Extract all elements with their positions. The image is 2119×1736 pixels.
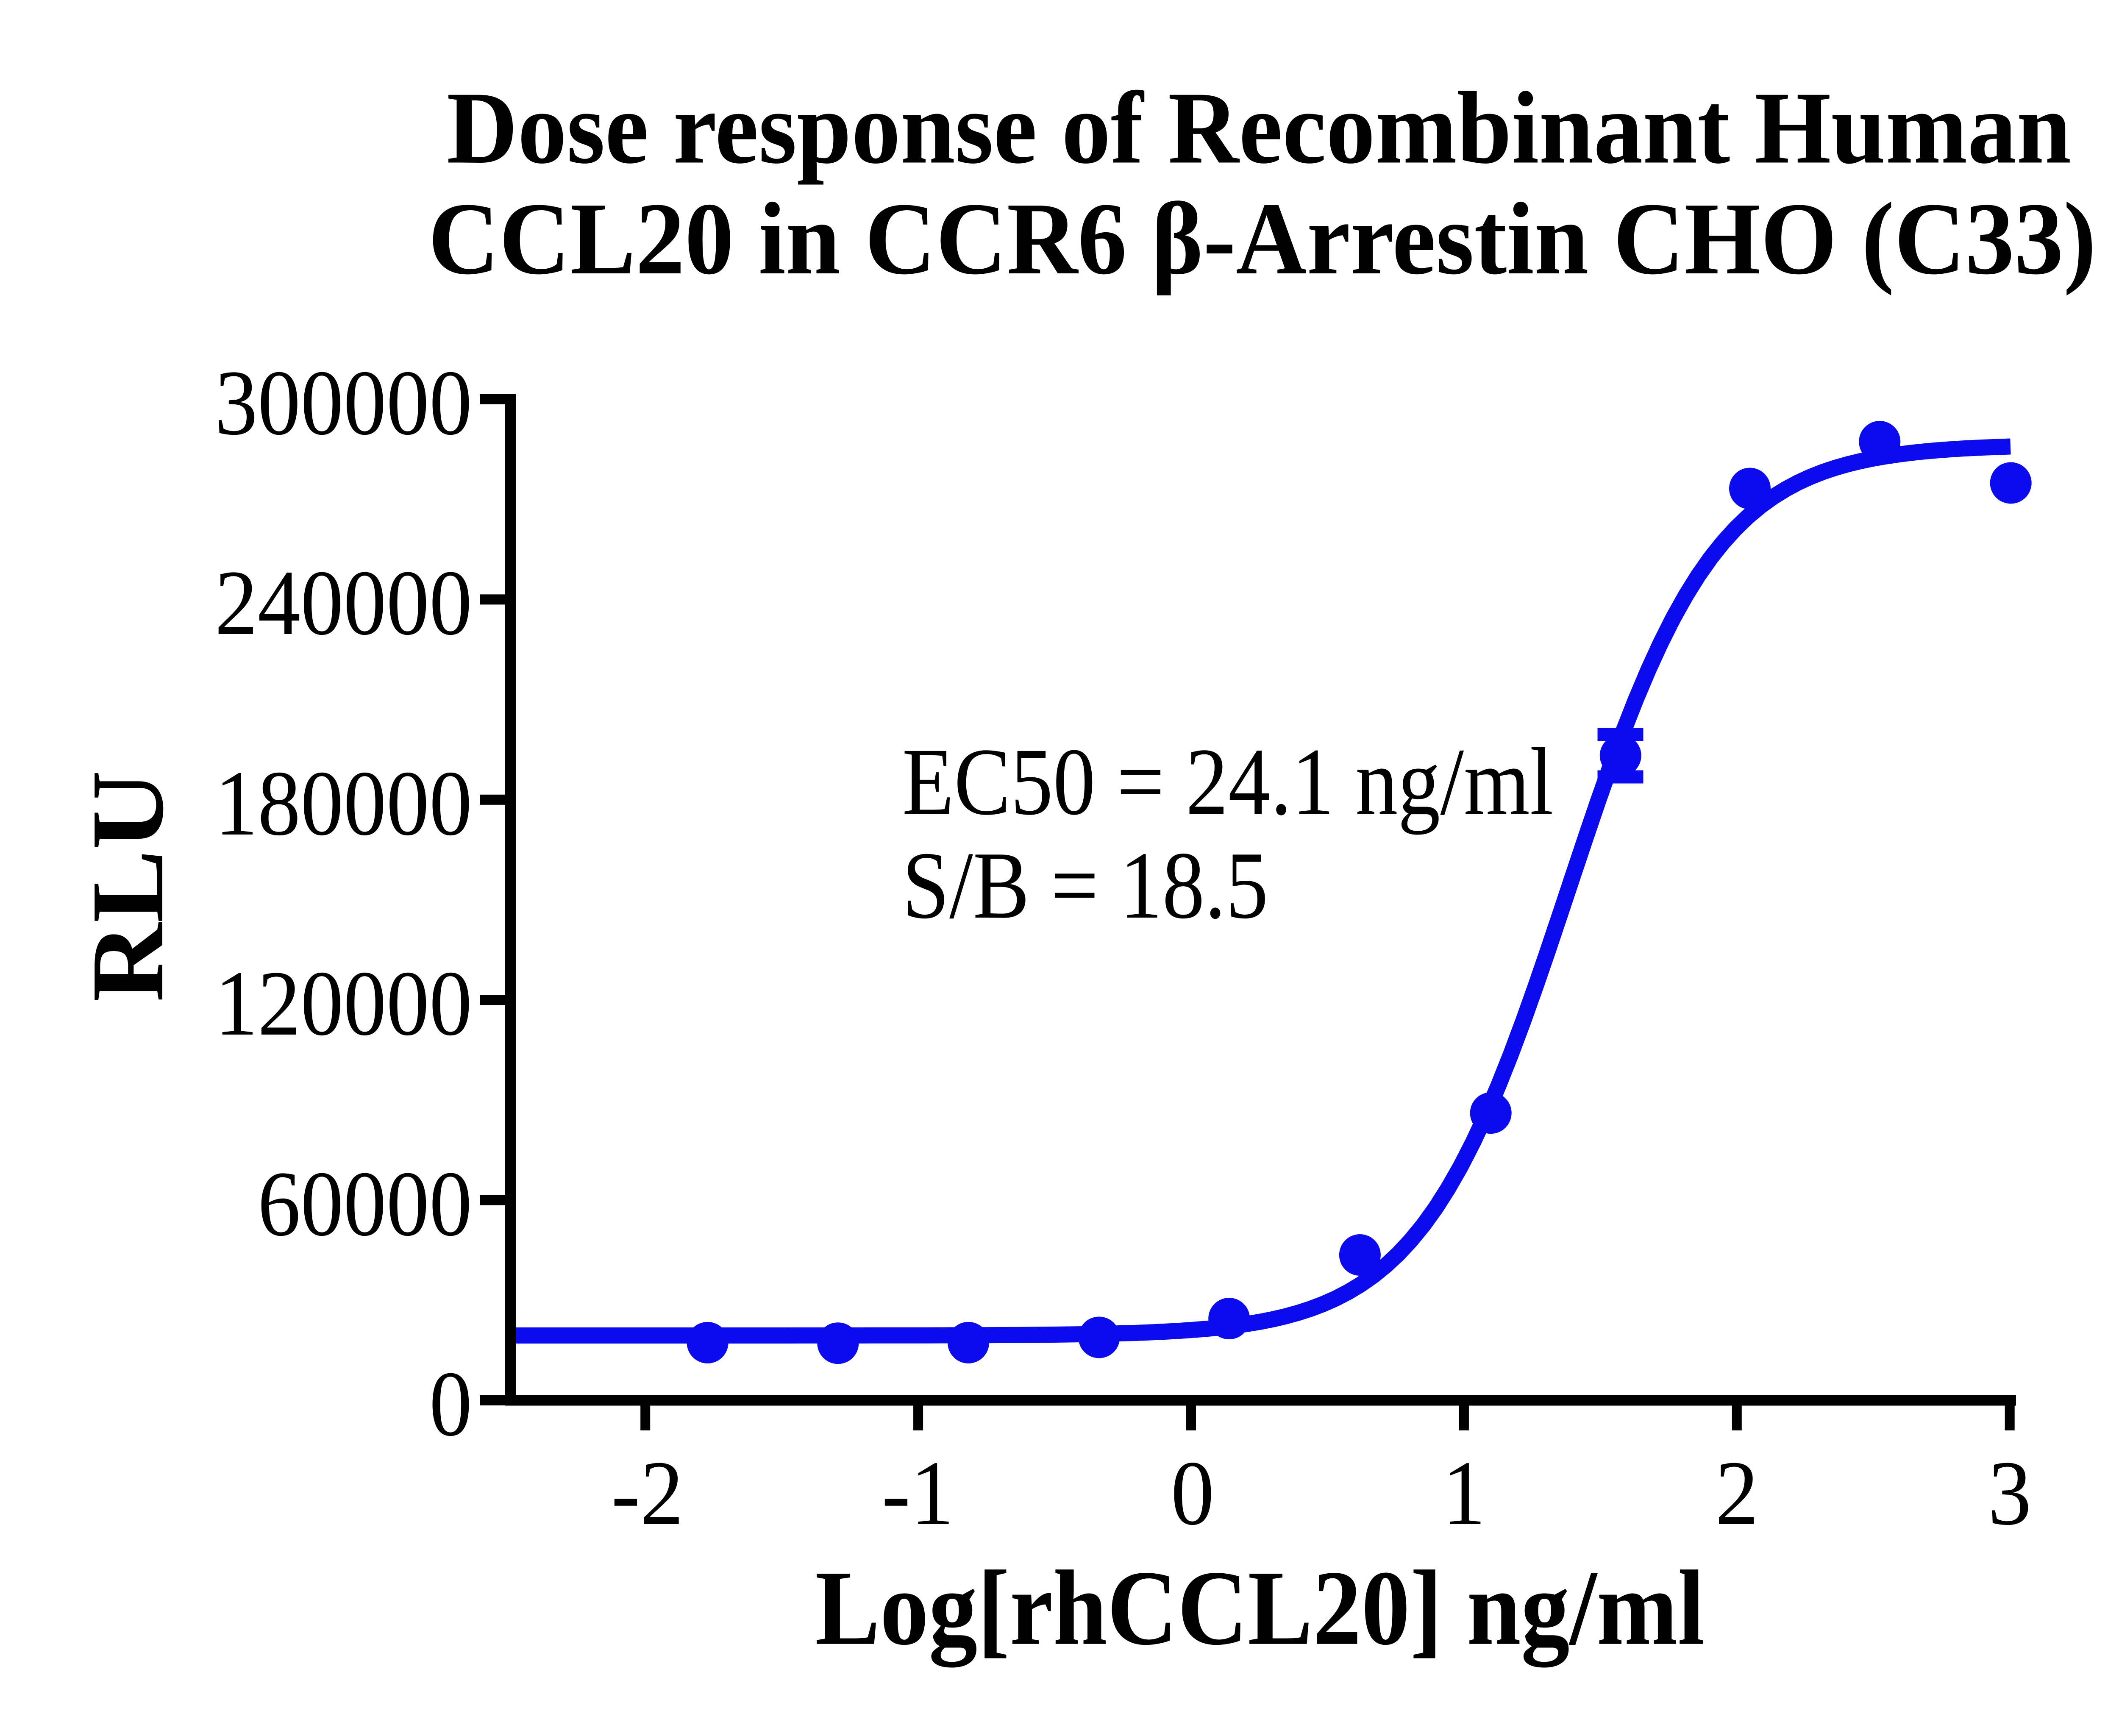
svg-text:0: 0 xyxy=(1171,1441,1214,1544)
svg-text:3: 3 xyxy=(1988,1441,2031,1544)
svg-text:2: 2 xyxy=(1715,1441,1758,1544)
svg-text:180000: 180000 xyxy=(215,751,472,855)
svg-text:-1: -1 xyxy=(882,1441,954,1544)
svg-text:300000: 300000 xyxy=(215,351,472,454)
svg-text:CCL20 in CCR6 β-Arrestin CHO (: CCL20 in CCR6 β-Arrestin CHO (C33) xyxy=(428,182,2096,296)
svg-text:-2: -2 xyxy=(611,1441,684,1544)
svg-text:EC50 = 24.1 ng/ml: EC50 = 24.1 ng/ml xyxy=(902,729,1554,835)
svg-text:Dose response of Recombinant H: Dose response of Recombinant Human xyxy=(447,71,2071,185)
svg-text:0: 0 xyxy=(429,1352,472,1455)
svg-text:60000: 60000 xyxy=(258,1152,472,1255)
svg-text:S/B = 18.5: S/B = 18.5 xyxy=(902,832,1268,938)
svg-text:Log[rhCCL20] ng/ml: Log[rhCCL20] ng/ml xyxy=(815,1549,1705,1668)
svg-text:RLU: RLU xyxy=(71,771,185,1002)
svg-text:240000: 240000 xyxy=(215,551,472,654)
svg-text:120000: 120000 xyxy=(215,951,472,1055)
svg-text:1: 1 xyxy=(1442,1441,1485,1544)
